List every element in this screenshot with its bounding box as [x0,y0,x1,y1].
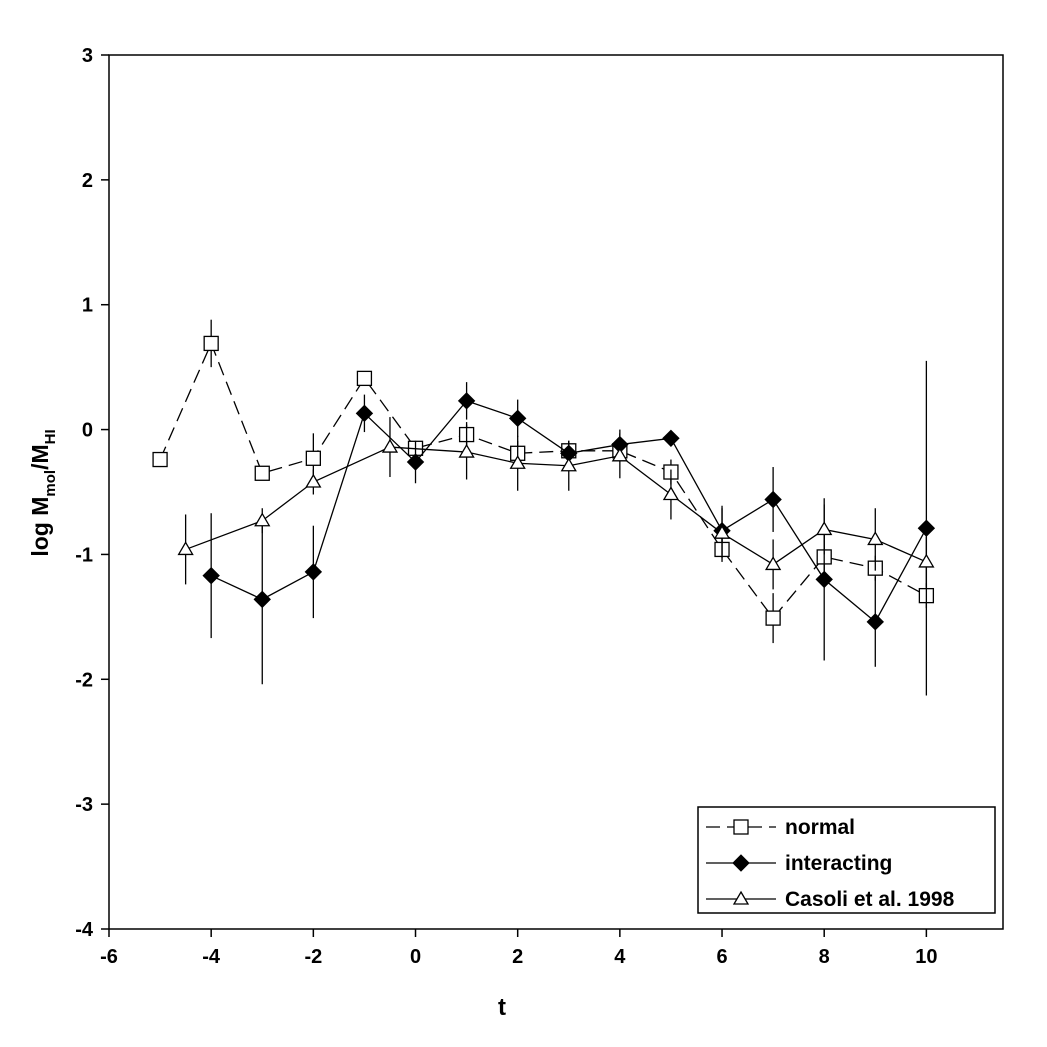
point-interacting-1 [253,590,271,609]
x-axis-title: t [498,994,506,1021]
y-tick-label-3: 0 [82,420,93,442]
point-normal-3 [305,450,321,466]
y-tick-label-6: -3 [75,794,93,816]
legend-marker-interacting [732,854,750,872]
point-casoli-et-al-1998-10 [764,556,782,571]
point-interacting-14 [917,519,936,537]
series-casoli-et-al-1998 [177,417,935,590]
point-casoli-et-al-1998-3 [381,438,399,453]
plot-frame [108,54,1004,930]
point-interacting-13 [866,613,884,631]
legend-label-normal: normal [785,816,855,839]
point-interacting-9 [662,429,680,448]
x-tick-label-6: 6 [716,946,727,968]
point-casoli-et-al-1998-4 [458,443,475,458]
point-normal-0 [152,451,168,468]
series-line-casoli-et-al-1998 [185,446,927,566]
point-interacting-4 [406,453,425,471]
legend-label-casoli-et-al-1998: Casoli et al. 1998 [785,888,955,911]
point-casoli-et-al-1998-1 [254,512,271,527]
y-tick-label-5: -2 [75,669,93,691]
series-line-interacting [210,400,927,623]
point-casoli-et-al-1998-6 [560,457,577,472]
x-tick-label-7: 8 [819,946,830,968]
x-tick-label-4: 2 [512,946,523,968]
x-tick-label-8: 10 [915,946,937,968]
point-normal-2 [254,465,270,481]
x-tick-label-3: 0 [410,946,421,968]
series-layer [152,319,936,696]
point-casoli-et-al-1998-8 [662,486,680,501]
point-casoli-et-al-1998-2 [305,473,322,488]
point-normal-4 [356,370,373,387]
y-tick-label-7: -4 [75,919,94,941]
point-casoli-et-al-1998-7 [611,447,628,462]
point-casoli-et-al-1998-0 [177,541,194,556]
series-interacting [202,360,936,696]
x-tick-label-2: -2 [304,946,322,968]
y-tick-label-4: -1 [75,544,93,566]
point-interacting-0 [202,566,220,585]
point-casoli-et-al-1998-11 [816,521,833,536]
point-casoli-et-al-1998-9 [713,524,731,539]
point-normal-1 [203,335,219,352]
point-interacting-2 [304,563,323,581]
y-tick-label-0: 3 [82,45,93,67]
legend-label-interacting: interacting [785,852,892,875]
x-tick-label-1: -4 [202,946,221,968]
legend-marker-normal [733,819,749,835]
series-line-normal [159,341,927,620]
legend: normal interacting Casoli et al. 1998 [697,806,996,914]
point-casoli-et-al-1998-12 [867,531,884,546]
y-axis-title: log Mmol/MHI [27,429,59,556]
point-interacting-11 [764,490,782,509]
x-tick-label-5: 4 [614,946,626,968]
point-interacting-12 [815,570,833,589]
point-casoli-et-al-1998-13 [918,553,935,568]
point-casoli-et-al-1998-5 [509,454,526,469]
x-tick-label-0: -6 [100,946,118,968]
legend-marker-casoli-et-al-1998 [732,890,750,905]
point-interacting-5 [457,392,476,410]
point-interacting-3 [355,404,374,423]
point-normal-12 [765,610,781,626]
y-tick-label-2: 1 [82,295,93,317]
legend-items: normal interacting Casoli et al. 1998 [706,816,955,911]
y-tick-label-1: 2 [82,170,93,192]
point-interacting-6 [508,409,527,428]
